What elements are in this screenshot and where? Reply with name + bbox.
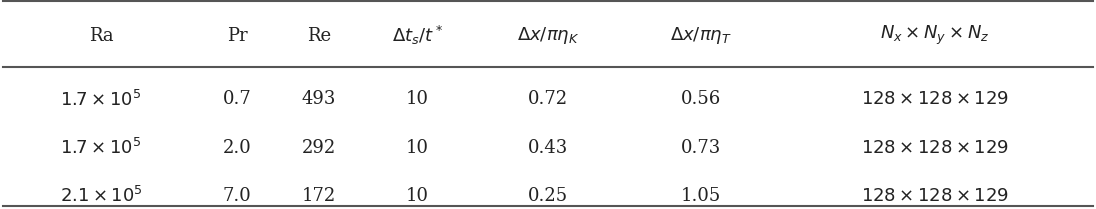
Text: $\Delta x/\pi\eta_K$: $\Delta x/\pi\eta_K$: [517, 25, 579, 46]
Text: Re: Re: [307, 27, 331, 45]
Text: $128 \times 128 \times 129$: $128 \times 128 \times 129$: [861, 187, 1009, 205]
Text: 0.7: 0.7: [222, 90, 252, 108]
Text: 172: 172: [301, 187, 336, 205]
Text: Pr: Pr: [227, 27, 248, 45]
Text: $128 \times 128 \times 129$: $128 \times 128 \times 129$: [861, 90, 1009, 108]
Text: 0.25: 0.25: [528, 187, 568, 205]
Text: $\Delta x/\pi\eta_T$: $\Delta x/\pi\eta_T$: [670, 25, 731, 46]
Text: 7.0: 7.0: [222, 187, 252, 205]
Text: 493: 493: [301, 90, 336, 108]
Text: 10: 10: [406, 139, 429, 157]
Text: 0.72: 0.72: [528, 90, 568, 108]
Text: $128 \times 128 \times 129$: $128 \times 128 \times 129$: [861, 139, 1009, 157]
Text: 292: 292: [301, 139, 336, 157]
Text: 0.73: 0.73: [681, 139, 721, 157]
Text: 2.0: 2.0: [222, 139, 252, 157]
Text: $2.1 \times 10^5$: $2.1 \times 10^5$: [59, 186, 142, 206]
Text: 10: 10: [406, 187, 429, 205]
Text: $1.7 \times 10^5$: $1.7 \times 10^5$: [60, 138, 141, 158]
Text: Ra: Ra: [89, 27, 113, 45]
Text: 0.56: 0.56: [681, 90, 721, 108]
Text: $N_x \times N_y \times N_z$: $N_x \times N_y \times N_z$: [880, 24, 990, 47]
Text: 0.43: 0.43: [528, 139, 568, 157]
Text: $\Delta t_s/t^*$: $\Delta t_s/t^*$: [391, 24, 443, 47]
Text: $1.7 \times 10^5$: $1.7 \times 10^5$: [60, 89, 141, 110]
Text: 10: 10: [406, 90, 429, 108]
Text: 1.05: 1.05: [681, 187, 721, 205]
